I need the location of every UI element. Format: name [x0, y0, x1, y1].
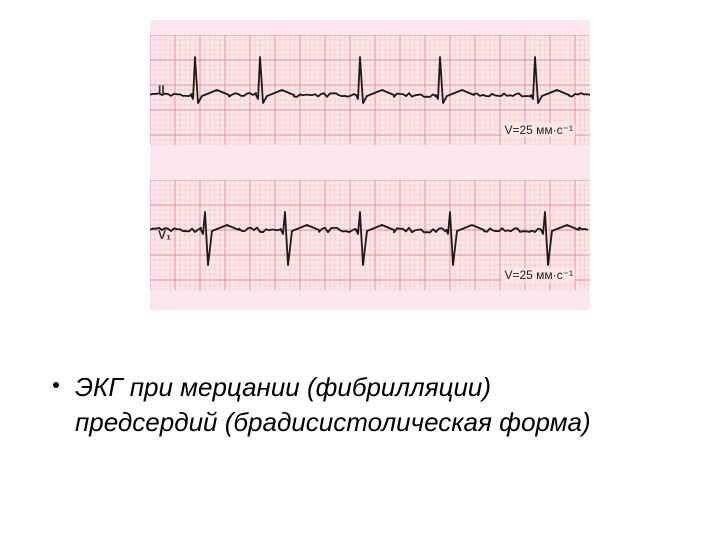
lead-label-ii: II	[158, 83, 165, 97]
ecg-strip-lead-v1: V₁ V=25 мм·с⁻¹	[150, 180, 590, 290]
ecg-strip-lead-ii: II V=25 мм·с⁻¹	[150, 35, 590, 145]
figure-caption: ЭКГ при мерцании (фибрилляции) предсерди…	[75, 370, 635, 440]
speed-label-ii: V=25 мм·с⁻¹	[502, 123, 575, 137]
lead-label-v1: V₁	[158, 228, 171, 242]
speed-label-v1: V=25 мм·с⁻¹	[502, 268, 575, 282]
caption-text: ЭКГ при мерцании (фибрилляции) предсерди…	[75, 372, 591, 437]
ecg-figure: II V=25 мм·с⁻¹ V₁ V=25 мм·с⁻¹	[150, 20, 590, 310]
bullet-icon	[53, 382, 59, 388]
